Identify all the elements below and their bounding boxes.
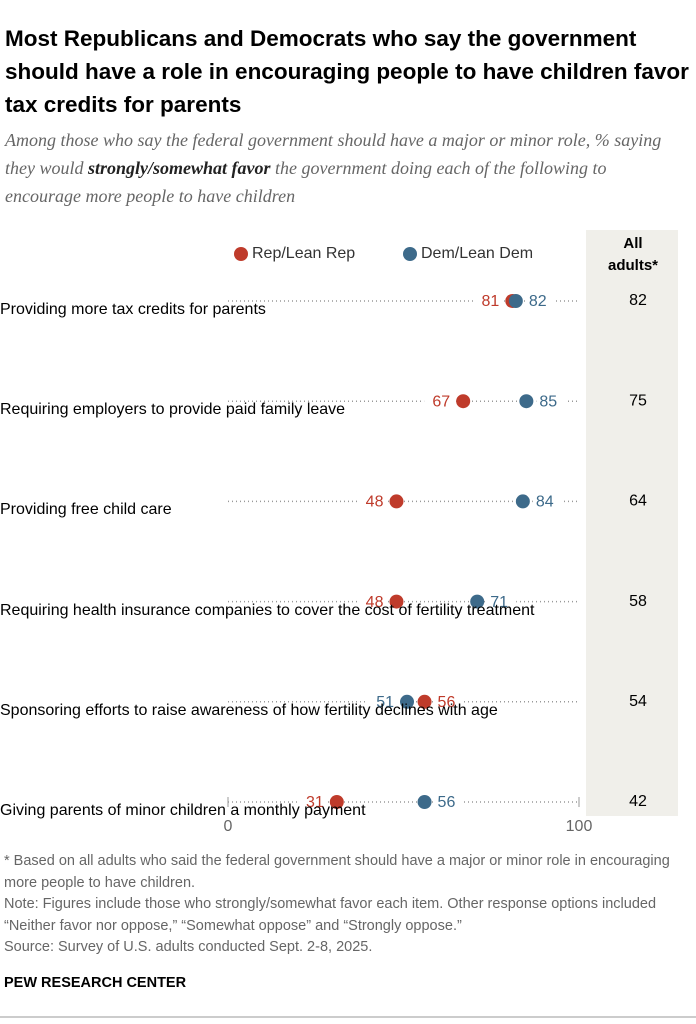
x-tick-label: 0 xyxy=(224,818,233,835)
dot xyxy=(470,594,485,609)
data-label: 48 xyxy=(366,594,384,611)
legend-label: Dem/Lean Dem xyxy=(421,245,533,262)
data-label: 82 xyxy=(529,293,547,310)
label-backing xyxy=(532,491,562,512)
label-backing xyxy=(297,792,327,812)
chart-title: Most Republicans and Democrats who say t… xyxy=(5,26,689,117)
total-value: 64 xyxy=(629,493,647,510)
brand: PEW RESEARCH CENTER xyxy=(4,975,187,991)
category-label: Providing more tax credits for parents xyxy=(0,301,266,318)
total-value: 75 xyxy=(629,392,647,409)
note: Note: Figures include those who strongly… xyxy=(4,896,657,934)
dot xyxy=(329,795,344,809)
total-column-bg xyxy=(586,230,678,816)
data-label: 56 xyxy=(438,694,456,711)
label-backing xyxy=(357,591,387,612)
label-backing xyxy=(434,792,464,812)
label-backing xyxy=(473,291,503,311)
dot xyxy=(519,394,534,409)
data-label: 31 xyxy=(306,794,324,811)
label-backing xyxy=(525,291,555,311)
subtitle-emphasis: strongly/somewhat favor xyxy=(88,158,271,178)
footnote: * Based on all adults who said the feder… xyxy=(4,853,670,891)
data-label: 67 xyxy=(432,393,450,410)
dot xyxy=(400,694,415,709)
legend-label: Rep/Lean Rep xyxy=(252,245,355,262)
label-backing xyxy=(368,691,398,712)
data-label: 71 xyxy=(490,594,508,611)
source: Source: Survey of U.S. adults conducted … xyxy=(4,939,373,955)
legend-marker xyxy=(234,247,248,261)
dot xyxy=(389,594,404,609)
subtitle-part: Among those who say the federal governme… xyxy=(5,130,662,178)
label-backing xyxy=(424,391,454,412)
category-label: Giving parents of minor children a month… xyxy=(0,802,366,819)
dot xyxy=(456,394,471,409)
data-label: 48 xyxy=(366,494,384,511)
category-label: Providing free child care xyxy=(0,501,172,519)
category-label: Requiring health insurance companies to … xyxy=(0,601,535,619)
label-backing xyxy=(487,591,517,612)
dot xyxy=(508,294,523,308)
label-backing xyxy=(357,491,387,512)
dot xyxy=(417,694,432,709)
label-backing xyxy=(536,391,566,412)
category-label: Sponsoring efforts to raise awareness of… xyxy=(0,701,498,719)
x-tick-label: 100 xyxy=(566,818,593,835)
dot xyxy=(417,795,432,809)
total-value: 58 xyxy=(629,593,647,610)
category-label: Requiring employers to provide paid fami… xyxy=(0,401,346,419)
chart-subtitle: Among those who say the federal governme… xyxy=(5,126,675,210)
data-label: 56 xyxy=(438,794,456,811)
label-backing xyxy=(434,691,464,712)
dot xyxy=(515,494,530,509)
legend-marker xyxy=(403,247,417,261)
total-header: All adults* xyxy=(607,235,658,274)
notes: * Based on all adults who said the feder… xyxy=(4,851,694,959)
data-label: 85 xyxy=(539,393,557,410)
dot xyxy=(389,494,404,509)
data-label: 84 xyxy=(536,494,554,511)
total-value: 54 xyxy=(629,693,647,710)
subtitle-part: the government doing each of the followi… xyxy=(5,158,607,206)
data-label: 51 xyxy=(376,694,394,711)
total-value: 82 xyxy=(629,292,647,309)
data-label: 81 xyxy=(482,293,500,310)
total-value: 42 xyxy=(629,793,647,810)
